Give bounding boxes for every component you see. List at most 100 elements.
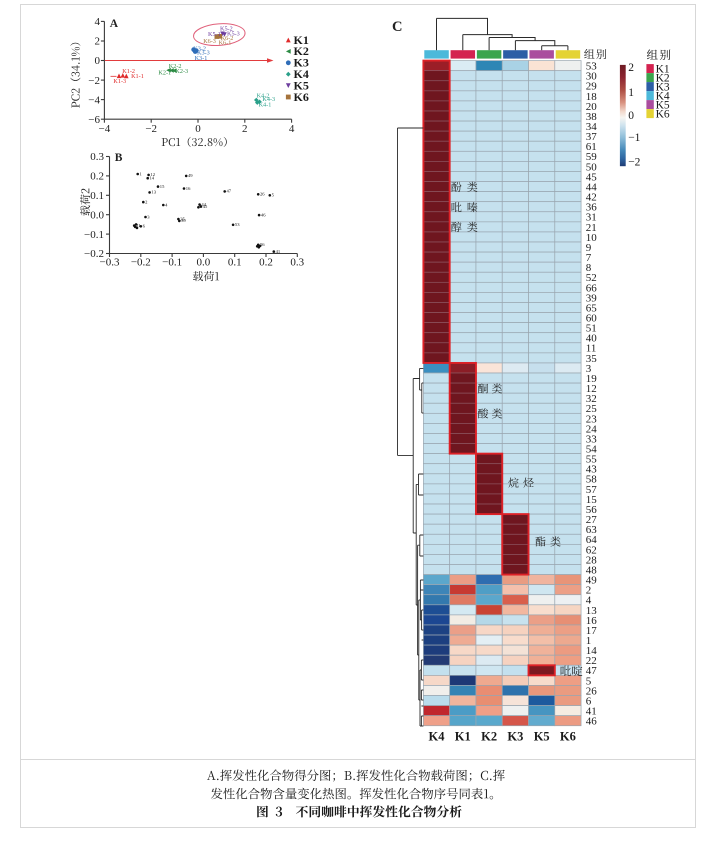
svg-text:K3: K3 — [294, 56, 309, 70]
svg-text:26: 26 — [586, 685, 598, 697]
svg-text:13: 13 — [586, 605, 598, 617]
svg-text:1: 1 — [628, 87, 634, 99]
svg-text:5: 5 — [586, 675, 592, 687]
svg-text:13: 13 — [151, 190, 156, 195]
svg-text:36: 36 — [586, 202, 598, 214]
svg-text:−0.2: −0.2 — [131, 257, 151, 269]
svg-text:37: 37 — [586, 131, 598, 143]
svg-text:14: 14 — [150, 176, 155, 181]
svg-text:29: 29 — [586, 81, 598, 93]
svg-text:2: 2 — [145, 199, 148, 204]
svg-text:K6-1: K6-1 — [219, 40, 232, 47]
svg-text:0.1: 0.1 — [90, 190, 104, 202]
svg-text:44: 44 — [586, 181, 598, 193]
svg-text:8: 8 — [586, 262, 592, 274]
svg-text:16: 16 — [586, 615, 598, 627]
svg-text:K5: K5 — [656, 99, 670, 111]
svg-text:−0.1: −0.1 — [162, 257, 182, 269]
svg-text:−4: −4 — [88, 94, 100, 106]
svg-text:K2: K2 — [656, 72, 670, 84]
svg-text:K3-3: K3-3 — [197, 50, 210, 57]
svg-text:K3-1: K3-1 — [195, 55, 208, 62]
svg-text:12: 12 — [150, 172, 155, 177]
svg-text:62: 62 — [586, 544, 597, 556]
svg-text:1: 1 — [140, 171, 143, 176]
svg-text:K4-3: K4-3 — [262, 96, 275, 103]
svg-text:K4-1: K4-1 — [259, 102, 272, 109]
svg-text:43: 43 — [586, 464, 598, 476]
svg-text:30: 30 — [586, 71, 598, 83]
svg-text:K1-2: K1-2 — [122, 68, 135, 75]
svg-text:K2-3: K2-3 — [175, 68, 188, 75]
svg-text:K5-2: K5-2 — [220, 25, 233, 32]
svg-text:K3-2: K3-2 — [193, 46, 206, 53]
svg-text:39: 39 — [181, 218, 186, 223]
svg-text:26: 26 — [260, 192, 265, 197]
svg-text:41: 41 — [276, 249, 281, 254]
svg-text:55: 55 — [586, 454, 598, 466]
svg-text:0: 0 — [628, 110, 634, 122]
svg-text:44: 44 — [201, 202, 206, 207]
svg-text:16: 16 — [186, 186, 191, 191]
svg-text:0: 0 — [95, 55, 101, 67]
svg-text:27: 27 — [586, 514, 598, 526]
svg-text:K1: K1 — [455, 730, 471, 744]
svg-text:0.2: 0.2 — [90, 171, 104, 183]
svg-text:39: 39 — [586, 292, 598, 304]
svg-text:0.1: 0.1 — [228, 257, 242, 269]
svg-text:K2-1: K2-1 — [158, 70, 171, 77]
svg-text:31: 31 — [586, 212, 597, 224]
svg-text:4: 4 — [289, 123, 295, 135]
svg-text:38: 38 — [586, 111, 598, 123]
svg-text:46: 46 — [586, 716, 598, 728]
svg-text:K5-3: K5-3 — [227, 31, 240, 38]
svg-text:A: A — [110, 18, 119, 30]
svg-text:−4: −4 — [99, 123, 111, 135]
svg-text:K1: K1 — [294, 33, 309, 47]
svg-text:0.0: 0.0 — [90, 209, 104, 221]
svg-text:K2: K2 — [481, 730, 497, 744]
svg-text:K4: K4 — [656, 90, 670, 102]
svg-text:20: 20 — [586, 101, 598, 113]
svg-text:14: 14 — [586, 645, 598, 657]
svg-text:K3: K3 — [507, 730, 523, 744]
svg-text:4: 4 — [165, 202, 168, 207]
svg-text:K3: K3 — [656, 81, 670, 93]
svg-text:2: 2 — [628, 62, 634, 74]
svg-text:54: 54 — [586, 444, 598, 456]
svg-text:22: 22 — [586, 655, 597, 667]
svg-text:4: 4 — [586, 595, 592, 607]
svg-text:−6: −6 — [88, 114, 100, 126]
svg-text:56: 56 — [586, 504, 598, 516]
svg-text:60: 60 — [586, 312, 598, 324]
svg-text:58: 58 — [586, 474, 598, 486]
svg-text:−2: −2 — [88, 75, 100, 87]
svg-text:−0.2: −0.2 — [84, 248, 104, 260]
svg-text:53: 53 — [235, 222, 240, 227]
svg-text:15: 15 — [586, 494, 598, 506]
svg-text:64: 64 — [586, 534, 598, 546]
svg-text:3: 3 — [586, 363, 592, 375]
svg-text:25: 25 — [586, 403, 598, 415]
svg-text:57: 57 — [586, 484, 598, 496]
svg-text:17: 17 — [586, 625, 598, 637]
svg-text:40: 40 — [586, 333, 598, 345]
svg-text:2: 2 — [242, 123, 248, 135]
svg-text:34: 34 — [586, 121, 598, 133]
svg-text:K1: K1 — [656, 63, 670, 75]
svg-text:0.2: 0.2 — [259, 257, 273, 269]
svg-text:C: C — [392, 19, 402, 35]
svg-text:45: 45 — [586, 171, 598, 183]
svg-text:18: 18 — [586, 91, 598, 103]
svg-text:K6: K6 — [294, 90, 309, 104]
svg-text:47: 47 — [227, 189, 232, 194]
svg-text:23: 23 — [586, 413, 598, 425]
svg-text:0: 0 — [195, 123, 201, 135]
svg-text:−2: −2 — [145, 123, 157, 135]
svg-text:50: 50 — [586, 161, 598, 173]
svg-text:46: 46 — [261, 212, 266, 217]
svg-text:9: 9 — [586, 242, 592, 254]
svg-text:19: 19 — [586, 373, 598, 385]
svg-text:−0.3: −0.3 — [100, 257, 120, 269]
svg-text:52: 52 — [586, 272, 597, 284]
